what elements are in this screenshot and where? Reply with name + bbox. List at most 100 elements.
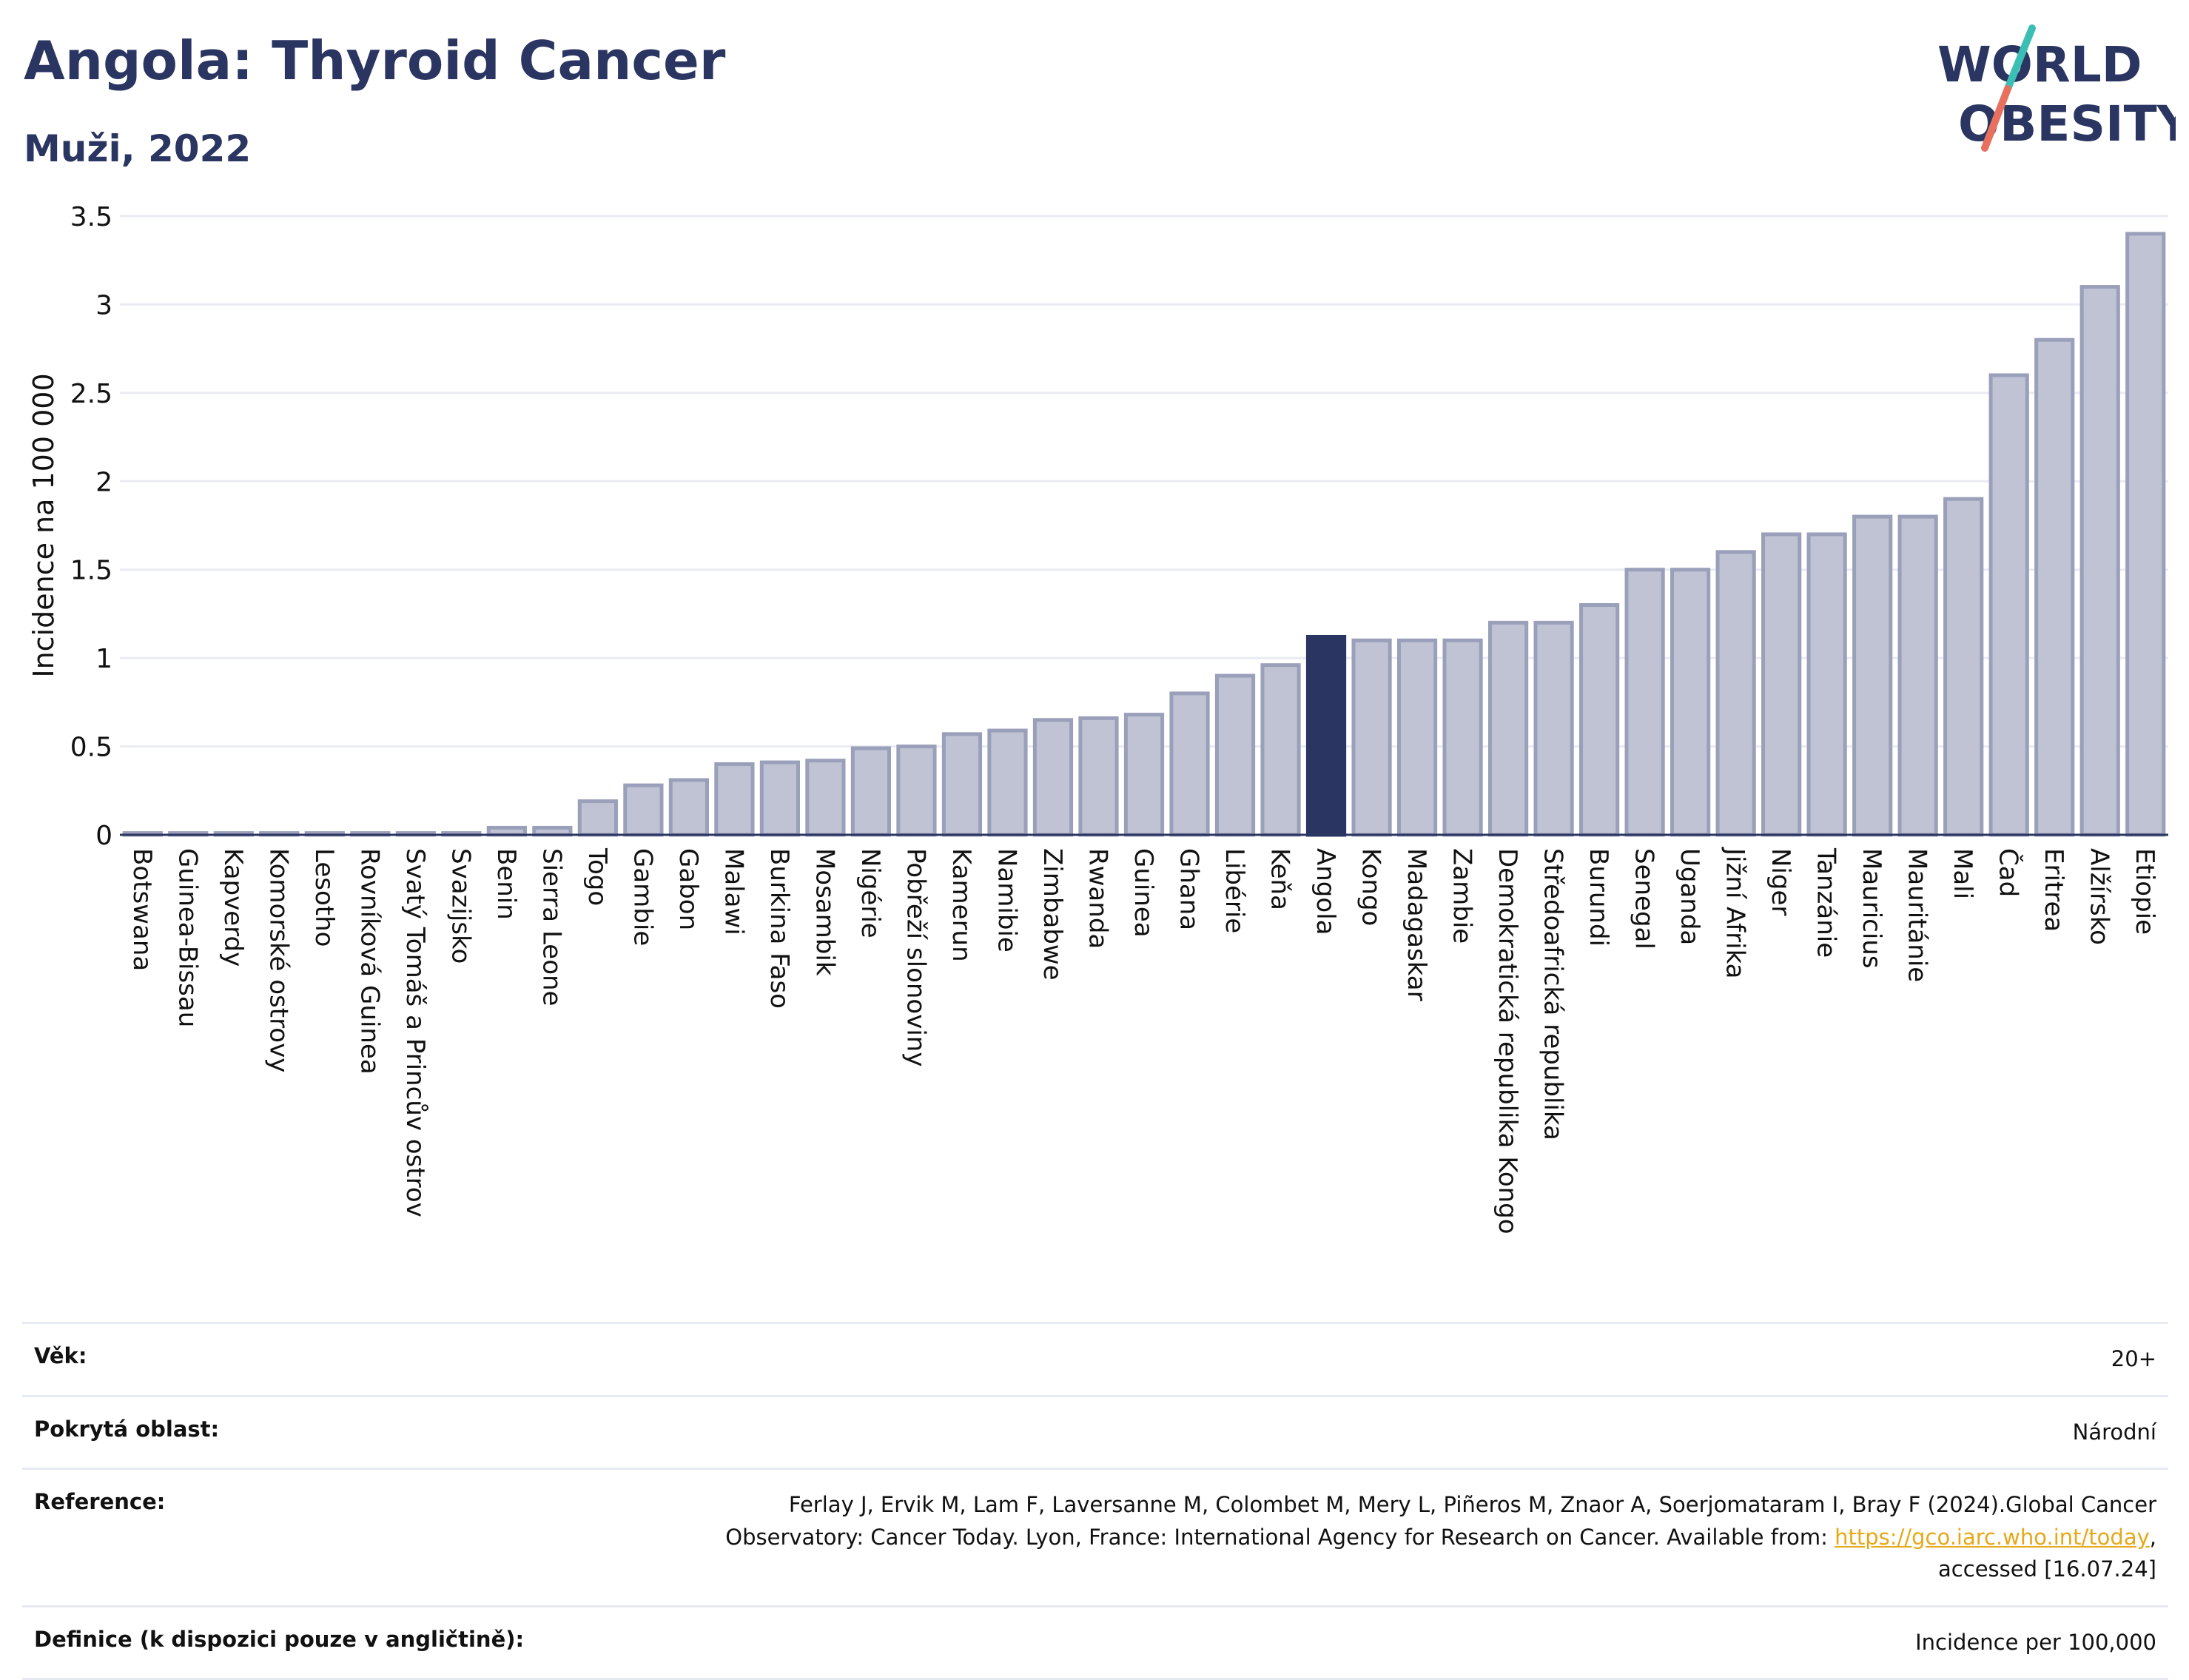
y-tick-label: 2.5 (70, 379, 112, 409)
info-value-reference: Ferlay J, Ervik M, Lam F, Laversanne M, … (676, 1489, 2156, 1586)
bar-kamerun[interactable] (944, 734, 980, 835)
x-tick-label: Čad (1994, 848, 2024, 897)
bar-etiopie[interactable] (2128, 234, 2164, 835)
x-tick-label: Pobřeží slonoviny (901, 848, 930, 1066)
bar-gabon[interactable] (670, 780, 707, 835)
x-tick-label: Mauritánie (1903, 848, 1932, 982)
x-tick-label: Sierra Leone (537, 848, 566, 1006)
info-row-reference: Reference: Ferlay J, Ervik M, Lam F, Lav… (22, 1468, 2168, 1605)
bar-burkina-faso[interactable] (761, 762, 798, 835)
x-tick-label: Mauricius (1857, 848, 1886, 969)
bar-čad[interactable] (1991, 375, 2027, 835)
x-tick-label: Lesotho (309, 848, 339, 947)
bar-zambie[interactable] (1445, 640, 1481, 835)
bar-uganda[interactable] (1672, 570, 1709, 835)
x-tick-label: Togo (582, 847, 612, 906)
x-tick-label: Angola (1311, 848, 1340, 935)
x-tick-label: Tanzánie (1812, 847, 1841, 958)
x-tick-label: Malawi (719, 848, 748, 935)
info-value-age: 20+ (2111, 1343, 2156, 1376)
y-tick-label: 3.5 (70, 202, 112, 232)
bar-angola[interactable] (1308, 636, 1344, 835)
x-tick-label: Etiopie (2130, 848, 2159, 935)
x-tick-label: Svazijsko (445, 848, 475, 964)
bar-burundi[interactable] (1581, 605, 1618, 835)
bar-madagaskar[interactable] (1399, 640, 1435, 835)
bar-togo[interactable] (579, 802, 616, 835)
info-label-reference: Reference: (34, 1489, 165, 1514)
x-tick-label: Svatý Tomáš a Princův ostrov (400, 848, 430, 1217)
y-tick-label: 0.5 (70, 733, 112, 763)
x-tick-label: Keňa (1265, 848, 1295, 910)
x-tick-label: Středoafrická republika (1539, 848, 1568, 1140)
info-label-area: Pokrytá oblast: (34, 1417, 219, 1442)
x-tick-label: Guinea-Bissau (172, 848, 202, 1027)
x-tick-label: Rovníková Guinea (354, 848, 384, 1075)
x-tick-label: Kongo (1356, 848, 1386, 926)
info-label-definition: Definice (k dispozici pouze v angličtině… (34, 1627, 524, 1652)
bar-jižní-afrika[interactable] (1718, 552, 1754, 835)
x-tick-label: Nigérie (855, 848, 885, 938)
info-row-area: Pokrytá oblast: Národní (22, 1395, 2168, 1468)
bar-gambie[interactable] (625, 785, 662, 835)
bars (124, 234, 2164, 835)
info-table: Věk: 20+ Pokrytá oblast: Národní Referen… (22, 1322, 2168, 1680)
bar-demokratická-republika-kongo[interactable] (1490, 622, 1526, 835)
y-tick-label: 3 (95, 290, 112, 320)
bar-senegal[interactable] (1627, 570, 1663, 835)
info-label-age: Věk: (34, 1343, 87, 1368)
x-tick-label: Zimbabwe (1038, 848, 1067, 981)
bar-zimbabwe[interactable] (1035, 720, 1071, 835)
y-tick-label: 1 (95, 644, 112, 674)
x-tick-label: Komorské ostrovy (263, 848, 293, 1072)
y-tick-label: 0 (95, 821, 112, 851)
x-tick-label: Niger (1766, 848, 1795, 915)
bar-libérie[interactable] (1217, 676, 1253, 835)
x-tick-label: Libérie (1220, 848, 1249, 933)
x-tick-label: Namibie (992, 848, 1021, 952)
x-tick-label: Mosambik (810, 848, 839, 976)
bar-niger[interactable] (1763, 534, 1800, 835)
x-tick-label: Gabon (673, 848, 703, 930)
y-tick-label: 1.5 (70, 556, 112, 586)
world-obesity-logo[interactable]: WORLD OBESITY (1931, 21, 2176, 169)
x-tick-label: Rwanda (1083, 848, 1112, 949)
x-tick-label: Kamerun (946, 848, 976, 962)
bar-pobřeží-slonoviny[interactable] (898, 747, 935, 835)
bar-tanzánie[interactable] (1809, 534, 1845, 835)
info-value-area: Národní (2073, 1417, 2156, 1449)
page-title: Angola: Thyroid Cancer (24, 30, 725, 92)
bar-namibie[interactable] (989, 730, 1026, 835)
x-tick-label: Ghana (1174, 848, 1204, 930)
x-tick-label: Benin (491, 848, 521, 920)
x-tick-labels: Botswana Guinea-Bissau Kapverdy Komorské os… (127, 847, 2159, 1234)
bar-ghana[interactable] (1171, 693, 1208, 835)
y-tick-labels: 00.511.522.533.5 (70, 202, 112, 851)
bar-malawi[interactable] (716, 764, 753, 835)
bar-mauricius[interactable] (1855, 517, 1891, 835)
y-axis-label: Incidence na 100 000 (27, 373, 60, 677)
bar-alžírsko[interactable] (2082, 287, 2118, 835)
x-tick-label: Madagaskar (1402, 848, 1431, 1001)
bar-středoafrická-republika[interactable] (1536, 622, 1572, 835)
x-tick-label: Zambie (1447, 848, 1477, 944)
bar-mauritánie[interactable] (1900, 517, 1936, 835)
x-tick-label: Demokratická republika Kongo (1493, 848, 1522, 1234)
bar-keňa[interactable] (1262, 665, 1299, 835)
x-tick-label: Gambie (628, 848, 657, 946)
bar-guinea[interactable] (1126, 715, 1162, 835)
bar-mosambik[interactable] (807, 761, 844, 835)
bar-mali[interactable] (1946, 499, 1982, 835)
x-tick-label: Guinea (1129, 848, 1158, 938)
bar-eritrea[interactable] (2037, 340, 2073, 835)
bar-nigérie[interactable] (853, 748, 889, 835)
x-tick-label: Burundi (1584, 848, 1613, 947)
reference-link[interactable]: https://gco.iarc.who.int/today (1835, 1525, 2150, 1550)
logo-text-world: WORLD (1937, 36, 2142, 93)
bar-rwanda[interactable] (1080, 718, 1117, 835)
bar-kongo[interactable] (1354, 640, 1390, 835)
x-tick-label: Botswana (127, 848, 157, 971)
x-tick-label: Mali (1948, 848, 1977, 899)
x-tick-label: Kapverdy (218, 848, 248, 967)
